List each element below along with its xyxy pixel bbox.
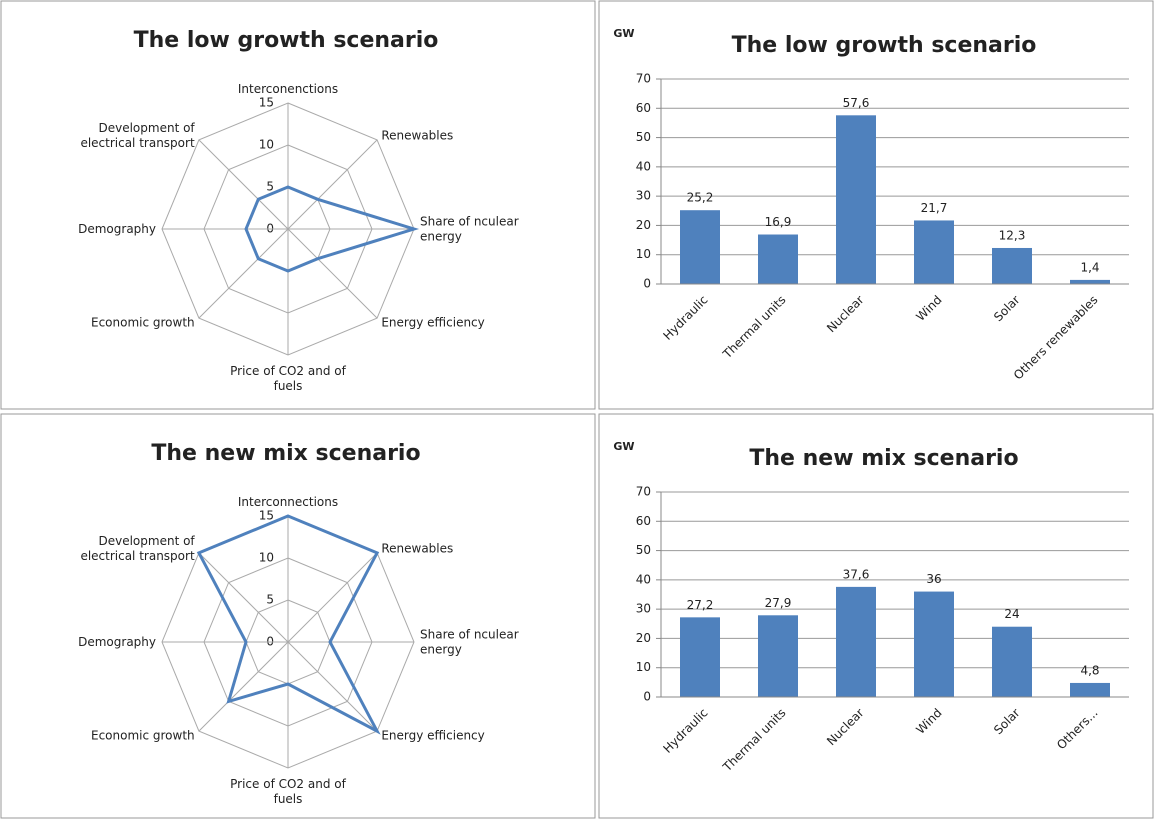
spoke bbox=[198, 641, 289, 732]
chart-title: The new mix scenario bbox=[151, 441, 420, 466]
category-label: Interconnections bbox=[238, 495, 338, 509]
x-tick-label: Wind bbox=[913, 293, 944, 324]
category-label: Economic growth bbox=[91, 315, 195, 329]
spoke bbox=[287, 641, 378, 732]
x-tick-label: Nuclear bbox=[824, 706, 867, 749]
panel-border bbox=[598, 0, 1154, 410]
category-label: Development of electrical transport bbox=[80, 121, 195, 150]
category-label: Share of nculear energy bbox=[420, 627, 519, 656]
value-label: 25,2 bbox=[687, 191, 714, 205]
value-label: 12,3 bbox=[999, 228, 1026, 242]
category-label: Energy efficiency bbox=[381, 728, 484, 742]
y-tick-label: 20 bbox=[636, 218, 651, 232]
bar bbox=[758, 615, 798, 697]
x-tick-label: Solar bbox=[991, 706, 1023, 738]
panel-border bbox=[0, 0, 596, 410]
value-label: 4,8 bbox=[1080, 663, 1099, 677]
category-label: Demography bbox=[78, 222, 156, 236]
x-tick-label: Others renewables bbox=[1011, 293, 1101, 383]
value-label: 27,2 bbox=[687, 598, 714, 612]
bar bbox=[758, 234, 798, 284]
x-tick-label: Solar bbox=[991, 293, 1023, 325]
y-tick-label: 40 bbox=[636, 159, 651, 173]
bar bbox=[836, 115, 876, 284]
category-label: Development of electrical transport bbox=[80, 534, 195, 563]
r-tick-label: 5 bbox=[266, 180, 274, 194]
y-tick-label: 0 bbox=[643, 690, 651, 704]
y-tick-label: 10 bbox=[636, 247, 651, 261]
bar bbox=[914, 220, 954, 284]
panel-border bbox=[0, 413, 596, 819]
y-tick-label: 50 bbox=[636, 130, 651, 144]
bar bbox=[836, 586, 876, 697]
bar bbox=[992, 247, 1032, 284]
r-tick-label: 5 bbox=[266, 593, 274, 607]
bar bbox=[680, 617, 720, 697]
bar bbox=[1070, 682, 1110, 697]
category-label: Price of CO2 and of fuels bbox=[230, 364, 346, 393]
y-tick-label: 0 bbox=[643, 277, 651, 291]
y-tick-label: 30 bbox=[636, 189, 651, 203]
y-tick-label: 60 bbox=[636, 101, 651, 115]
series-line bbox=[196, 514, 381, 735]
y-tick-label: 70 bbox=[636, 72, 651, 86]
value-label: 27,9 bbox=[765, 596, 792, 610]
y-tick-label: 70 bbox=[636, 485, 651, 499]
series-line bbox=[244, 185, 420, 273]
y-tick-label: 60 bbox=[636, 514, 651, 528]
category-label: Renewables bbox=[381, 541, 453, 555]
value-label: 16,9 bbox=[765, 215, 792, 229]
chart-title: The low growth scenario bbox=[732, 33, 1037, 58]
bar bbox=[680, 210, 720, 284]
y-tick-label: 40 bbox=[636, 572, 651, 586]
spoke bbox=[287, 228, 378, 319]
x-tick-label: Wind bbox=[913, 706, 944, 737]
value-label: 36 bbox=[926, 572, 941, 586]
category-label: Energy efficiency bbox=[381, 315, 484, 329]
bar bbox=[914, 591, 954, 697]
y-tick-label: 10 bbox=[636, 660, 651, 674]
category-label: Share of nculear energy bbox=[420, 214, 519, 243]
y-tick-label: 30 bbox=[636, 602, 651, 616]
bar bbox=[1070, 279, 1110, 284]
panel-border bbox=[598, 413, 1154, 819]
y-axis-label: GW bbox=[613, 440, 634, 453]
r-tick-label: 15 bbox=[259, 96, 274, 110]
value-label: 57,6 bbox=[843, 96, 870, 110]
value-label: 1,4 bbox=[1080, 260, 1099, 274]
spoke bbox=[198, 552, 289, 643]
r-tick-label: 15 bbox=[259, 509, 274, 523]
x-tick-label: Thermal units bbox=[719, 706, 788, 775]
x-tick-label: Thermal units bbox=[719, 293, 788, 362]
value-label: 37,6 bbox=[843, 567, 870, 581]
chart-title: The new mix scenario bbox=[749, 446, 1018, 471]
y-axis-label: GW bbox=[613, 27, 634, 40]
category-label: Economic growth bbox=[91, 728, 195, 742]
category-label: Interconenctions bbox=[238, 82, 338, 96]
x-tick-label: Hydraulic bbox=[660, 706, 710, 756]
spoke bbox=[198, 139, 289, 230]
x-tick-label: Hydraulic bbox=[660, 293, 710, 343]
category-label: Renewables bbox=[381, 128, 453, 142]
value-label: 21,7 bbox=[921, 201, 948, 215]
x-tick-label: Others... bbox=[1054, 706, 1101, 753]
chart-title: The low growth scenario bbox=[134, 28, 439, 53]
category-label: Demography bbox=[78, 635, 156, 649]
value-label: 24 bbox=[1004, 607, 1019, 621]
r-tick-label: 10 bbox=[259, 551, 274, 565]
spoke bbox=[287, 552, 378, 643]
y-tick-label: 50 bbox=[636, 543, 651, 557]
x-tick-label: Nuclear bbox=[824, 293, 867, 336]
bar bbox=[992, 626, 1032, 697]
r-tick-label: 10 bbox=[259, 138, 274, 152]
y-tick-label: 20 bbox=[636, 631, 651, 645]
spoke bbox=[287, 139, 378, 230]
category-label: Price of CO2 and of fuels bbox=[230, 777, 346, 806]
spoke bbox=[198, 228, 289, 319]
